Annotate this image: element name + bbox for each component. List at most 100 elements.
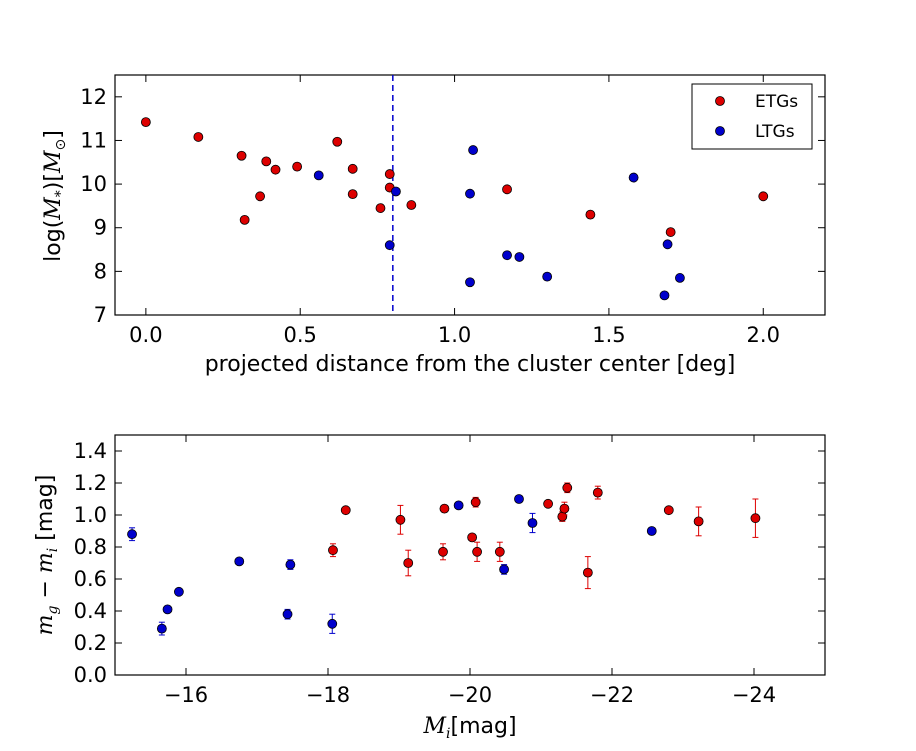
color-etgs-point — [693, 516, 704, 527]
mass-x-tick-label: 0.5 — [284, 323, 317, 347]
color-ltgs-point — [156, 623, 167, 634]
color-ltgs-point — [162, 604, 173, 615]
mass-etgs-point — [384, 169, 395, 179]
stellar-mass-panel: 0.0 0.5 1.0 1.5 2.0 7 8 9 10 11 12 log(M*)[M⊙] pro… — [41, 74, 826, 377]
color-y-tick-label: 1.2 — [74, 471, 107, 495]
color-etgs-point — [582, 567, 593, 578]
mass-etgs-point — [347, 189, 358, 200]
stellar-mass-x-axis-label: projected distance from the cluster cent… — [205, 352, 736, 377]
color-ltgs-point — [499, 564, 509, 575]
color-etgs-point — [403, 558, 414, 568]
mass-ltgs-point — [465, 277, 475, 288]
legend-ltg-marker — [715, 126, 725, 136]
mass-y-tick-label: 9 — [94, 216, 107, 240]
color-magnitude-y-axis-label: mg − mi [mag] — [33, 475, 61, 636]
mass-y-tick-label: 10 — [80, 172, 107, 196]
color-y-tick-label: 0.0 — [74, 663, 107, 687]
color-magnitude-plot-frame — [114, 434, 826, 676]
color-ltgs-point — [646, 526, 657, 536]
color-etgs-point — [592, 487, 603, 498]
mass-etgs-point — [502, 184, 512, 195]
legend-etg-label: ETGs — [755, 92, 798, 112]
mass-ltgs-point — [542, 271, 553, 282]
mass-ltgs-point — [384, 240, 395, 251]
mass-ltgs-point — [514, 252, 525, 262]
color-x-tick-label: −16 — [164, 683, 208, 707]
mass-y-tick-label: 11 — [80, 128, 107, 152]
mass-ltgs-point — [468, 145, 478, 155]
mass-ltgs-point — [502, 250, 512, 261]
mass-etgs-point — [585, 209, 596, 220]
color-etgs-point — [557, 511, 568, 522]
mass-ltgs-point — [628, 172, 639, 183]
mass-etgs-point — [236, 150, 247, 161]
color-magnitude-x-axis-label: Mi[mag] — [422, 714, 516, 742]
color-y-tick-label: 1.4 — [74, 439, 107, 463]
mass-x-tick-label: 0.0 — [129, 323, 162, 347]
mass-etgs-point — [665, 227, 676, 237]
color-etgs-point — [750, 513, 761, 524]
mass-etgs-point — [292, 161, 303, 172]
mass-x-tick-label: 2.0 — [747, 323, 780, 347]
mass-etgs-point — [193, 132, 204, 142]
color-x-tick-label: −18 — [306, 683, 350, 707]
color-ltgs-point — [173, 586, 184, 597]
color-ltgs-point — [453, 500, 464, 511]
mass-x-tick-label: 1.5 — [592, 323, 625, 347]
mass-etgs-point — [140, 117, 151, 128]
mass-etgs-point — [332, 136, 343, 147]
color-ltgs-point — [514, 494, 524, 504]
color-y-tick-label: 0.6 — [74, 567, 107, 591]
color-etgs-point — [663, 505, 674, 516]
color-ltgs-point — [127, 529, 137, 540]
color-x-tick-label: −20 — [448, 683, 492, 707]
mass-ltgs-point — [391, 186, 401, 197]
color-ltgs-point — [327, 618, 338, 629]
stellar-mass-y-axis-label: log(M*)[M⊙] — [41, 130, 69, 262]
color-ltgs-point — [285, 559, 296, 570]
mass-ltgs-point — [675, 273, 685, 283]
mass-ltgs-point — [662, 239, 673, 250]
color-etgs-point — [395, 514, 406, 525]
color-etgs-point — [559, 503, 570, 514]
color-etgs-point — [340, 505, 351, 516]
color-etgs-point — [472, 546, 483, 557]
mass-etgs-point — [270, 164, 281, 175]
mass-x-tick-label: 1.0 — [438, 323, 471, 347]
mass-etgs-point — [375, 203, 386, 213]
color-etgs-point — [470, 497, 481, 508]
mass-y-tick-label: 12 — [80, 85, 107, 109]
mass-etgs-point — [758, 191, 769, 202]
color-etgs-point — [467, 532, 478, 543]
color-ltgs-point — [527, 518, 538, 528]
mass-y-tick-label: 7 — [94, 303, 107, 327]
mass-ltgs-point — [659, 290, 670, 301]
color-etgs-point — [439, 503, 450, 514]
color-y-tick-label: 0.4 — [74, 599, 107, 623]
color-etgs-point — [328, 545, 338, 556]
legend-etg-marker — [715, 96, 725, 106]
mass-y-tick-label: 8 — [94, 259, 107, 283]
color-etgs-point — [438, 546, 448, 557]
mass-ltgs-point — [465, 188, 475, 199]
mass-etgs-point — [255, 191, 265, 202]
color-y-tick-label: 0.8 — [74, 535, 107, 559]
legend-ltg-label: LTGs — [755, 122, 795, 142]
mass-etgs-point — [406, 200, 417, 210]
mass-etgs-point — [239, 214, 250, 225]
color-x-tick-label: −22 — [590, 683, 634, 707]
mass-etgs-point — [347, 163, 358, 174]
color-ltgs-point — [234, 556, 245, 567]
color-etgs-point — [562, 482, 573, 493]
color-etgs-point — [543, 498, 553, 509]
legend-box — [691, 83, 813, 150]
color-ltgs-point — [282, 609, 293, 620]
legend: ETGs LTGs — [691, 83, 813, 150]
color-y-tick-label: 1.0 — [74, 503, 107, 527]
mass-etgs-point — [261, 156, 272, 167]
color-x-tick-label: −24 — [732, 683, 776, 707]
color-etgs-point — [494, 546, 505, 557]
color-magnitude-panel: −16 −18 −20 −22 −240.00.20.40.60.81.01.21.4 … — [33, 434, 826, 742]
mass-ltgs-point — [313, 170, 324, 181]
